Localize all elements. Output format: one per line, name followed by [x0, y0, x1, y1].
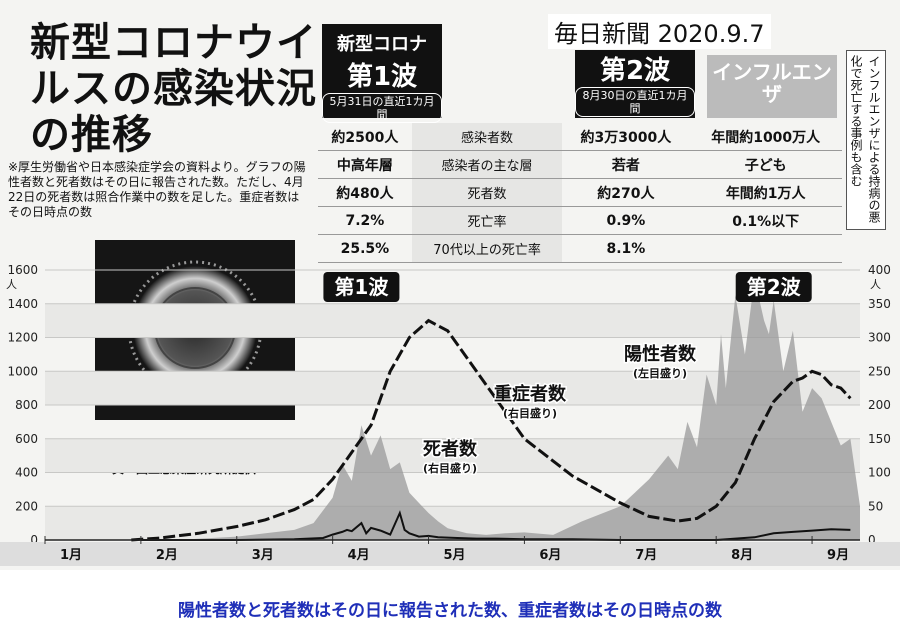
left-tick-label: 0: [30, 533, 38, 547]
right-tick-label: 100: [868, 466, 891, 480]
stats-cell-wave1: 約2500人: [318, 123, 412, 151]
wave-label: 第2波: [747, 275, 802, 299]
chart-labels: 陽性者数(左目盛り)重症者数(右目盛り)死者数(右目盛り)第1波 第2波: [323, 272, 812, 477]
flu-note: インフルエンザによる持病の悪化で死亡する事例も含む: [846, 50, 886, 230]
month-label: 5月: [444, 548, 466, 563]
stats-cell-wave2: 約3万3000人: [562, 123, 690, 151]
left-tick-label: 1200: [7, 331, 38, 345]
wave-label-box: [735, 272, 812, 302]
stats-cell-wave2: 8.1%: [562, 234, 690, 263]
series-sublabel: (右目盛り): [503, 406, 557, 420]
stats-row: 約2500人 感染者数 約3万3000人 年間約1000万人: [318, 123, 842, 151]
stats-cell-wave2: 若者: [562, 150, 690, 179]
series-severe-line: [131, 318, 852, 542]
right-tick-label: 150: [868, 432, 891, 446]
stats-cell-label: 死亡率: [411, 206, 563, 235]
stats-cell-label: 感染者数: [411, 123, 563, 151]
right-tick-label: 300: [868, 331, 891, 345]
series-positive-area: [140, 278, 861, 540]
stats-cell-label: 死者数: [411, 178, 563, 207]
wave1-header-period: 5月31日の直近1カ月間: [322, 93, 442, 123]
wave1-header-title: 新型コロナ: [337, 34, 427, 55]
left-tick-label: 200: [15, 499, 38, 513]
series-sublabel: (右目盛り): [423, 461, 477, 475]
flu-header-name: インフルエンザ: [712, 60, 832, 106]
month-label: 2月: [156, 548, 178, 563]
bottom-note: 陽性者数と死者数はその日に報告された数、重症者数はその日時点の数: [178, 601, 722, 621]
month-label: 4月: [348, 548, 370, 563]
stats-cell-flu: [689, 234, 842, 263]
stats-cell-wave1: 中高年層: [318, 150, 412, 179]
stats-cell-wave2: 約270人: [562, 178, 690, 207]
newspaper-credit: 毎日新聞 2020.9.7: [548, 14, 771, 49]
left-tick-label: 600: [15, 432, 38, 446]
wave1-header-name: 第1波: [346, 62, 418, 92]
wave2-header: 第2波 8月30日の直近1カ月間: [575, 50, 695, 118]
left-axis-unit: 人: [6, 278, 17, 291]
series-label: 死者数: [423, 438, 478, 460]
wave2-header-period: 8月30日の直近1カ月間: [575, 87, 695, 117]
right-tick-label: 400: [868, 263, 891, 277]
right-tick-label: 0: [868, 533, 876, 547]
stats-row: 中高年層 感染者の主な層 若者 子ども: [318, 150, 842, 179]
wave2-header-name: 第2波: [599, 56, 671, 86]
page-title: 新型コロナウイルスの感染状況の推移: [30, 20, 317, 158]
chart-axes: 02004006008001000120014001600人0501001502…: [0, 263, 900, 566]
series-sublabel: (左目盛り): [633, 366, 687, 380]
grid-band: [45, 303, 860, 338]
right-tick-label: 50: [868, 499, 883, 513]
left-tick-label: 1600: [7, 263, 38, 277]
stats-cell-wave1: 約480人: [318, 178, 412, 207]
stats-cell-flu: 子ども: [689, 150, 842, 179]
stats-cell-flu: 年間約1万人: [689, 178, 842, 207]
stats-row: 25.5% 70代以上の死亡率 8.1%: [318, 234, 842, 263]
month-label: 9月: [827, 548, 849, 563]
left-tick-label: 400: [15, 466, 38, 480]
stats-cell-flu: 年間約1000万人: [689, 123, 842, 151]
stats-cell-label: 感染者の主な層: [411, 150, 563, 179]
left-tick-label: 1400: [7, 297, 38, 311]
right-tick-label: 200: [868, 398, 891, 412]
right-tick-label: 350: [868, 297, 891, 311]
month-axis-band: [0, 542, 900, 566]
series-deaths-line: [140, 510, 851, 541]
wave1-header: 新型コロナ 第1波 5月31日の直近1カ月間: [322, 24, 442, 123]
month-label: 3月: [252, 548, 274, 563]
month-label: 6月: [539, 548, 561, 563]
month-label: 8月: [731, 548, 753, 563]
wave-label: 第1波: [334, 275, 389, 299]
stats-cell-wave2: 0.9%: [562, 206, 690, 235]
series-label: 重症者数: [494, 383, 567, 405]
right-axis-unit: 人: [870, 278, 881, 291]
left-tick-label: 1000: [7, 364, 38, 378]
flu-header: インフルエンザ: [707, 55, 837, 118]
stats-cell-wave1: 7.2%: [318, 206, 412, 235]
series-label: 陽性者数: [624, 343, 697, 365]
stats-table: 約2500人 感染者数 約3万3000人 年間約1000万人 中高年層 感染者の主な層 若者…: [318, 123, 842, 263]
chart-series: [131, 278, 861, 542]
stats-cell-flu: 0.1%以下: [689, 206, 842, 235]
stats-cell-label: 70代以上の死亡率: [411, 234, 563, 263]
wave-label-box: [323, 272, 400, 302]
source-note: ※厚生労働省や日本感染症学会の資料より。グラフの陽性者数と死者数はその日に報告さ…: [8, 160, 306, 219]
left-tick-label: 800: [15, 398, 38, 412]
stats-row: 7.2% 死亡率 0.9% 0.1%以下: [318, 206, 842, 235]
stats-row: 約480人 死者数 約270人 年間約1万人: [318, 178, 842, 207]
month-label: 1月: [60, 548, 82, 563]
right-tick-label: 250: [868, 364, 891, 378]
month-label: 7月: [635, 548, 657, 563]
covid-trend-chart: 02004006008001000120014001600人0501001502…: [0, 263, 900, 566]
stats-cell-wave1: 25.5%: [318, 234, 412, 263]
